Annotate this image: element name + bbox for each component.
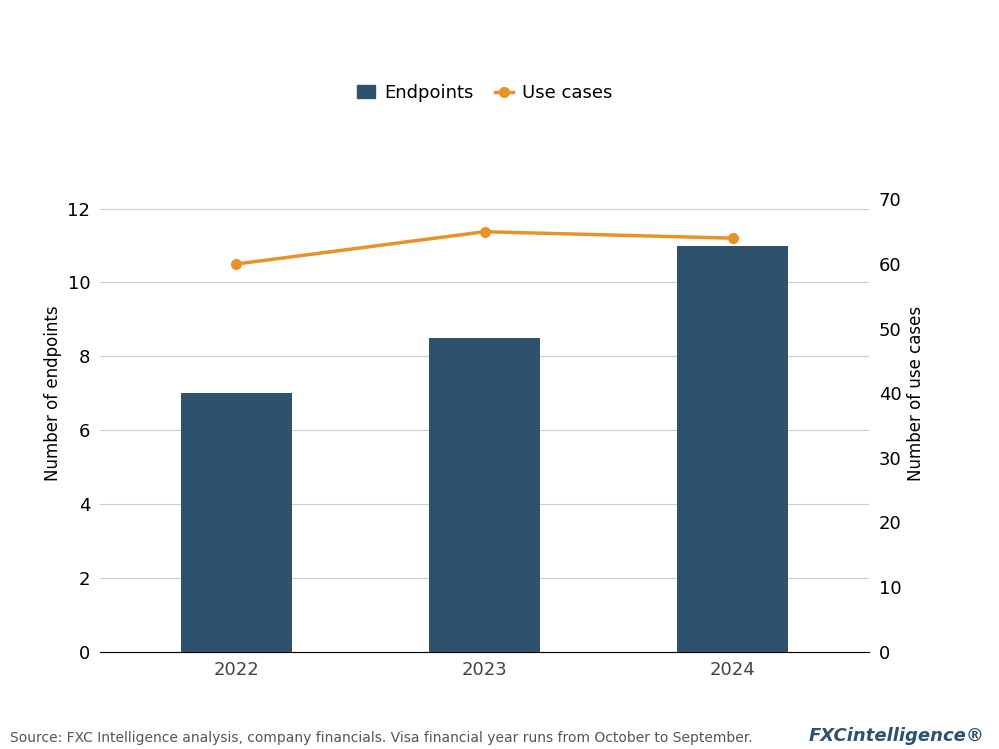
Y-axis label: Number of use cases: Number of use cases: [907, 306, 925, 481]
Text: Source: FXC Intelligence analysis, company financials. Visa financial year runs : Source: FXC Intelligence analysis, compa…: [10, 731, 752, 745]
Text: Visa Direct number of endpoints and use cases, 2022-2024: Visa Direct number of endpoints and use …: [13, 76, 591, 94]
Legend: Endpoints, Use cases: Endpoints, Use cases: [350, 76, 619, 109]
Bar: [677, 246, 788, 652]
Y-axis label: Number of endpoints: Number of endpoints: [44, 306, 62, 481]
Text: FXCintelligence®: FXCintelligence®: [808, 727, 984, 745]
Bar: [429, 338, 540, 652]
Bar: [181, 393, 293, 652]
Text: Visa Direct platform grows reach over time: Visa Direct platform grows reach over ti…: [13, 25, 755, 55]
